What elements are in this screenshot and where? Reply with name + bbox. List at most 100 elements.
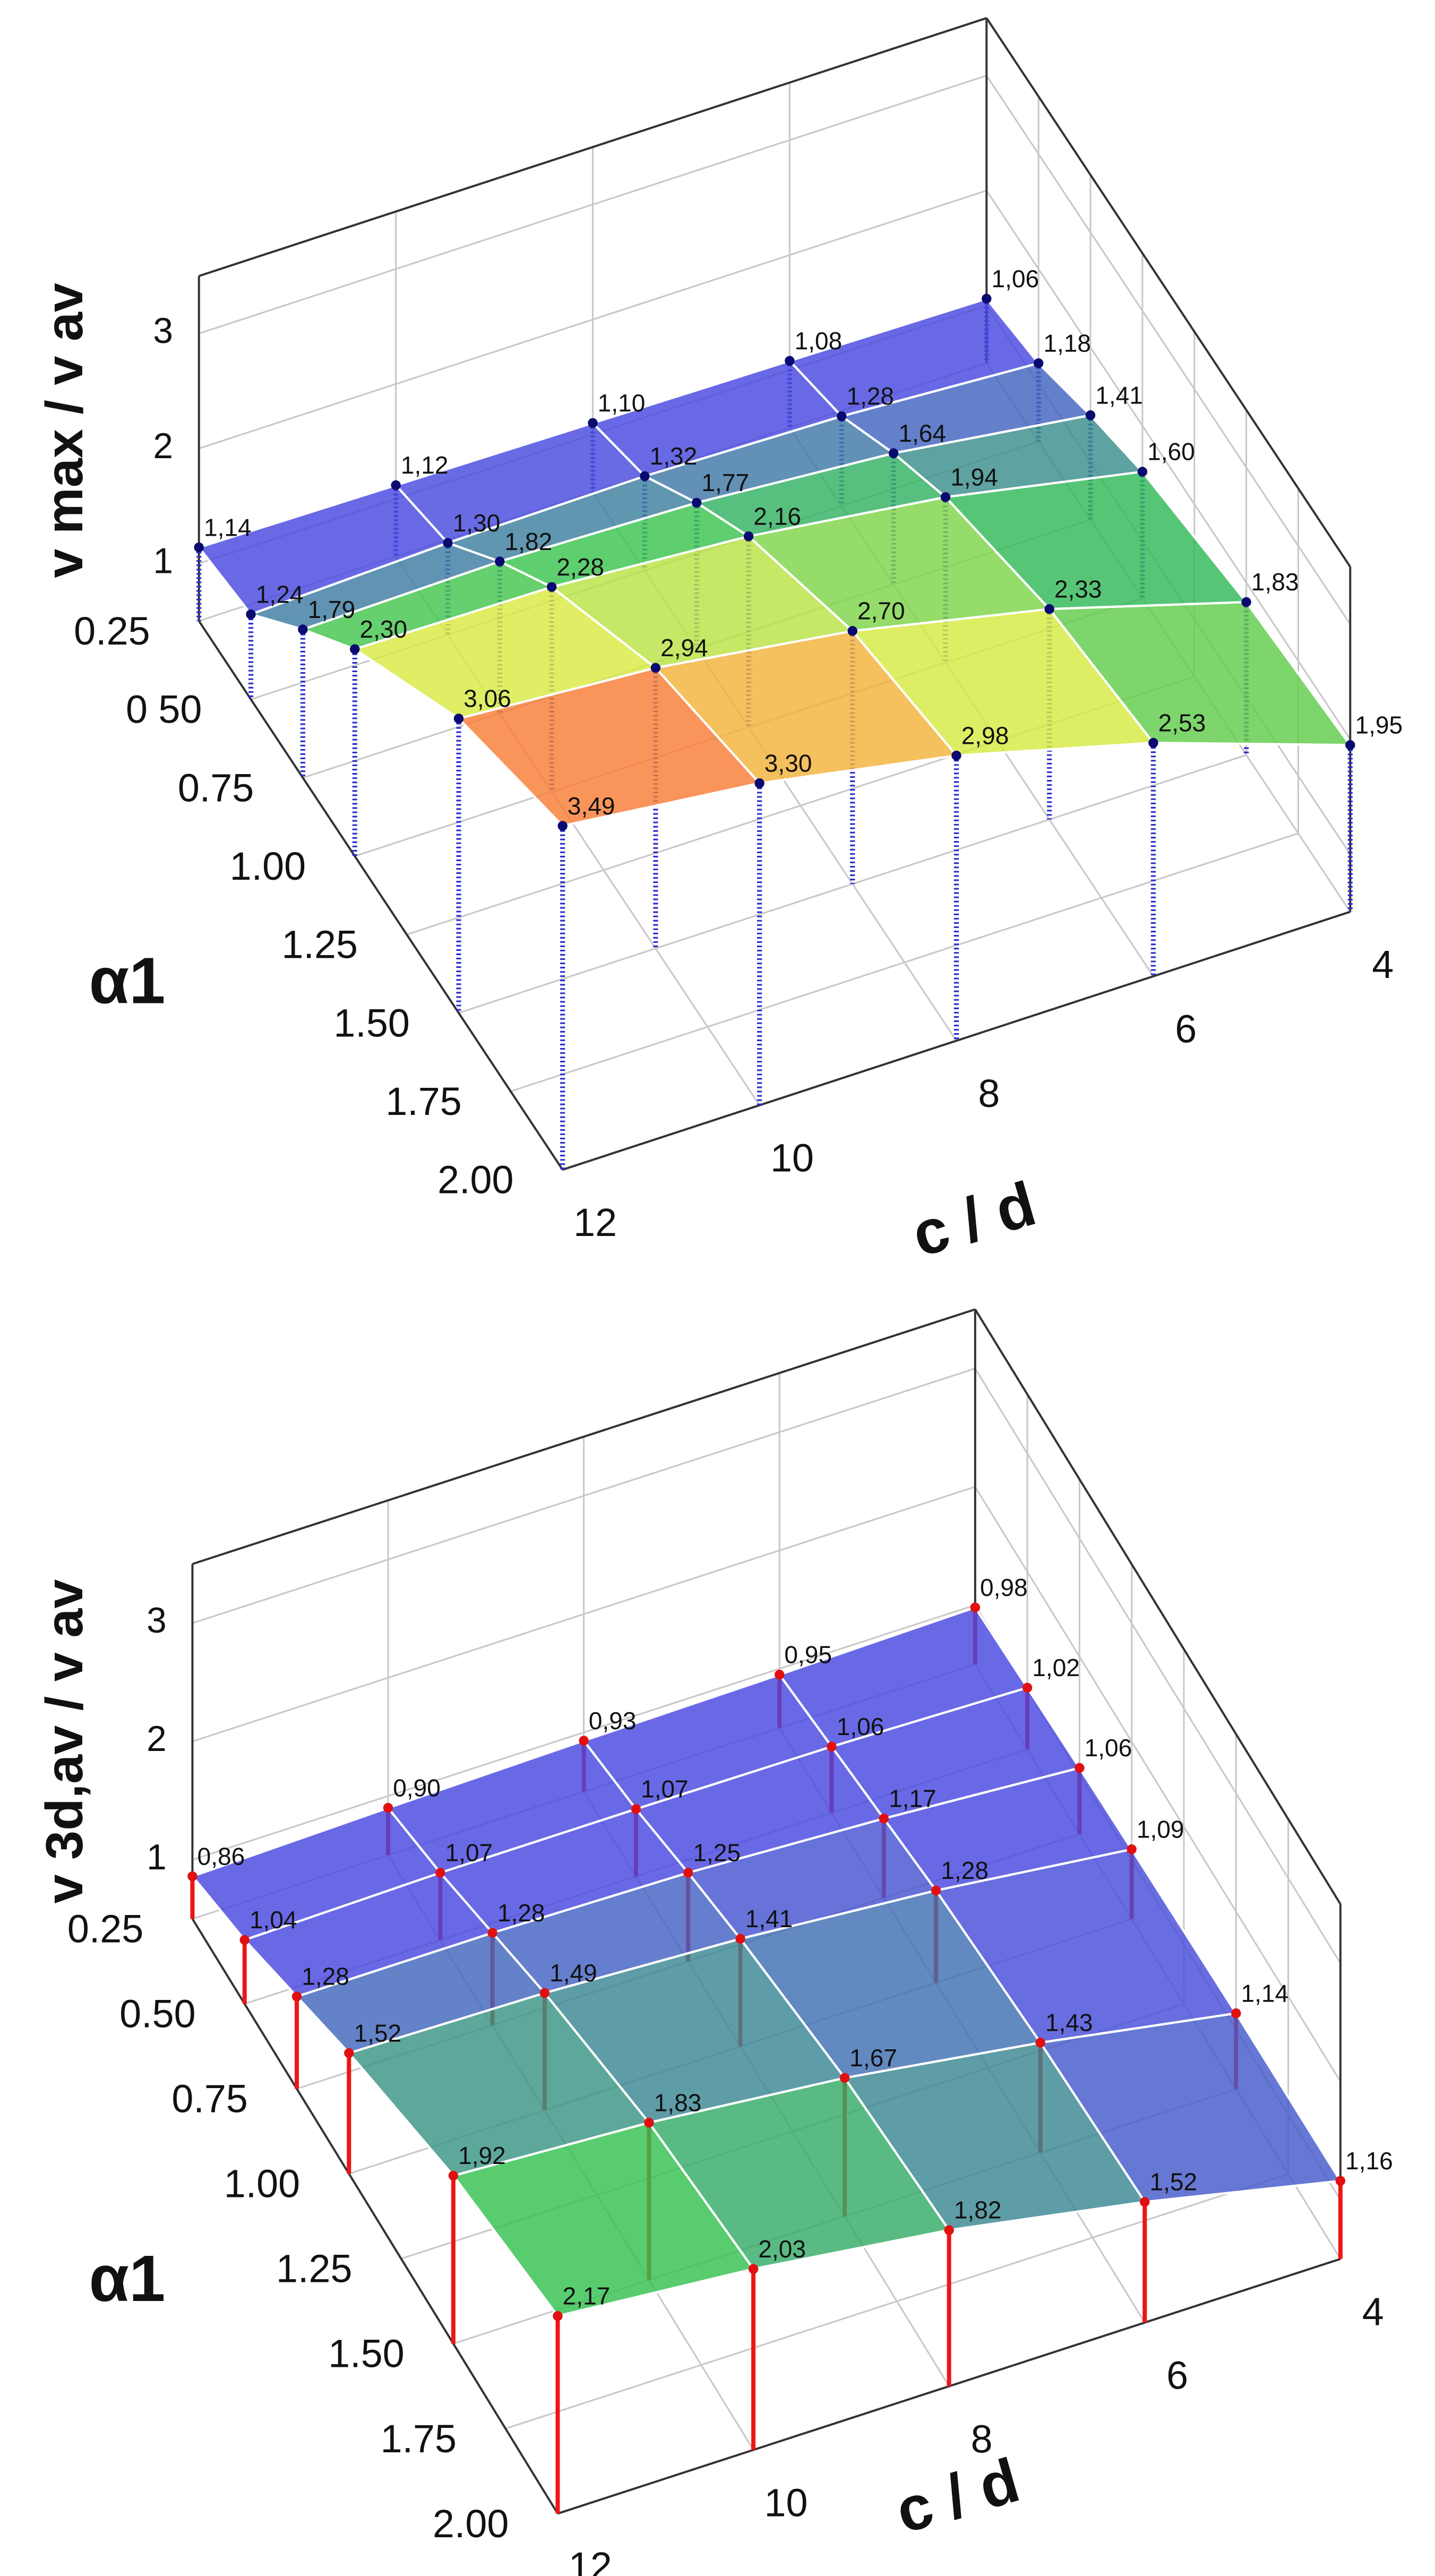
value-label: 0,95 <box>784 1641 832 1668</box>
data-point <box>785 356 795 366</box>
value-label: 1,43 <box>1045 2009 1093 2037</box>
y-tick-label: 8 <box>978 1071 1000 1115</box>
data-point <box>879 1814 889 1824</box>
data-point <box>1335 2176 1346 2186</box>
box-edge <box>191 1918 559 2514</box>
box-edge <box>985 17 1351 568</box>
data-point <box>579 1736 589 1746</box>
data-point <box>443 538 453 548</box>
data-point <box>982 294 992 304</box>
wall-grid-line <box>986 190 1351 740</box>
wall-grid-line <box>199 190 987 450</box>
value-label: 1,52 <box>1149 2168 1197 2196</box>
value-label: 1,28 <box>941 1857 989 1884</box>
data-point <box>944 2225 954 2235</box>
data-point <box>1033 358 1044 368</box>
value-label: 1,41 <box>745 1905 793 1933</box>
x-tick-label: 1.75 <box>385 1079 461 1123</box>
z-tick-label: 1 <box>147 1837 167 1877</box>
y-tick-label: 6 <box>1166 2353 1188 2397</box>
data-point <box>495 556 505 566</box>
data-point <box>748 2264 759 2274</box>
value-label: 2,33 <box>1054 575 1102 603</box>
value-label: 3,49 <box>568 792 615 820</box>
data-point <box>839 2073 850 2083</box>
x-tick-label: 1.00 <box>224 2161 300 2205</box>
data-point <box>754 778 764 788</box>
data-point <box>1022 1682 1033 1693</box>
data-point <box>187 1871 197 1882</box>
data-point <box>448 2170 459 2181</box>
value-label: 1,94 <box>950 463 998 491</box>
x-tick-label: 1.25 <box>276 2246 352 2290</box>
data-point <box>743 531 754 542</box>
data-point <box>383 1802 393 1813</box>
y-tick-label: 10 <box>764 2480 808 2525</box>
value-label: 2,53 <box>1158 709 1206 736</box>
data-point <box>631 1804 641 1814</box>
data-point <box>557 821 568 831</box>
surface-chart: 1,14 1,241,792,30 3,06 3,49 1,12 1,301,822,28… <box>35 17 1403 1270</box>
z-tick-label: 2 <box>147 1719 167 1759</box>
data-point <box>940 492 951 502</box>
data-point <box>291 1991 302 2002</box>
value-label: 2,16 <box>753 502 801 530</box>
box-edge <box>198 620 564 1171</box>
y-tick-label: 8 <box>971 2417 993 2461</box>
x-tick-label: 2.00 <box>433 2502 509 2546</box>
x-tick-label: 0.75 <box>171 2076 247 2120</box>
box-edge <box>974 1309 1342 1905</box>
z-tick-label: 1 <box>153 541 173 581</box>
y-tick-label: 10 <box>770 1136 814 1180</box>
box-edge <box>192 1308 976 1565</box>
data-point <box>1085 410 1096 420</box>
value-label: 1,30 <box>453 509 501 537</box>
data-point <box>246 609 256 620</box>
mesh-line <box>395 484 761 784</box>
value-label: 1,28 <box>497 1899 545 1927</box>
data-point <box>735 1934 745 1944</box>
z-tick-label: 3 <box>153 311 173 351</box>
value-label: 1,79 <box>308 596 356 623</box>
value-label: 1,32 <box>650 442 698 470</box>
value-label: 1,06 <box>837 1713 884 1740</box>
value-label: 1,10 <box>598 389 646 417</box>
value-label: 1,60 <box>1147 438 1195 466</box>
data-point <box>827 1741 837 1752</box>
y-axis-title: c / d <box>888 2445 1026 2546</box>
value-label: 1,67 <box>849 2044 897 2072</box>
wall-grid-line <box>986 75 1351 625</box>
value-label: 2,03 <box>758 2235 806 2263</box>
z-axis-title: v 3d,av / v av <box>35 1579 93 1903</box>
value-label: 1,18 <box>1043 329 1091 357</box>
value-label: 1,52 <box>354 2019 402 2047</box>
mesh-line <box>582 1740 950 2231</box>
value-label: 3,30 <box>764 749 812 777</box>
mesh-line <box>198 546 564 827</box>
data-point <box>1127 1844 1137 1854</box>
mesh-line <box>778 1673 1146 2203</box>
x-tick-label: 1.50 <box>328 2331 404 2375</box>
data-point <box>553 2311 563 2321</box>
value-label: 1,08 <box>795 327 843 355</box>
y-tick-label: 4 <box>1362 2289 1384 2333</box>
box-edge <box>562 911 1351 1171</box>
value-label: 1,25 <box>693 1839 741 1866</box>
z-tick-label: 2 <box>153 426 173 466</box>
x-tick-label: 1.25 <box>282 922 358 966</box>
x-tick-label: 0 50 <box>126 687 202 731</box>
data-point <box>692 497 702 508</box>
value-label: 0,86 <box>197 1842 245 1870</box>
y-tick-label: 12 <box>573 1200 617 1244</box>
wall-grid-line <box>192 1368 976 1624</box>
data-point <box>931 1885 941 1896</box>
mesh-line <box>974 1607 1342 2182</box>
value-label: 2,70 <box>857 597 905 625</box>
value-label: 1,17 <box>889 1784 936 1812</box>
value-label: 1,28 <box>302 1963 349 1990</box>
mesh-line <box>387 1807 754 2270</box>
x-axis-title: α1 <box>89 944 166 1018</box>
y-tick-label: 12 <box>569 2544 612 2576</box>
value-label: 1,07 <box>445 1839 493 1866</box>
